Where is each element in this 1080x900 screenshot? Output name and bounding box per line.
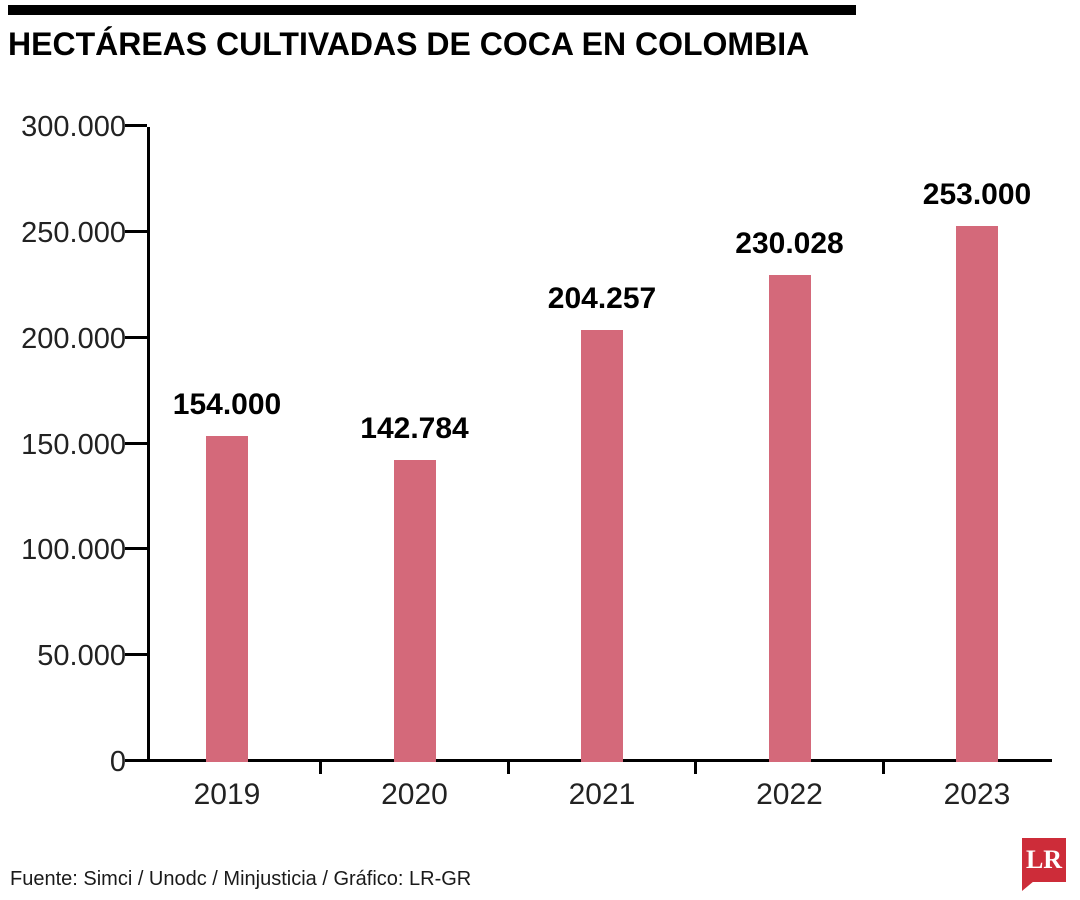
y-tick-mark xyxy=(125,229,147,233)
y-tick-mark xyxy=(125,441,147,445)
bar-2021 xyxy=(581,330,623,762)
y-tick-label: 200.000 xyxy=(21,322,126,355)
y-tick-mark xyxy=(125,759,147,762)
y-tick-label: 100.000 xyxy=(21,534,126,567)
x-tick-mark xyxy=(319,762,323,774)
y-tick-label: 250.000 xyxy=(21,216,126,249)
bar-value-label: 154.000 xyxy=(172,388,282,421)
bar-value-label: 142.784 xyxy=(360,412,469,445)
y-tick-mark xyxy=(125,335,147,339)
bar-2022 xyxy=(768,275,811,762)
bar-2019 xyxy=(206,436,248,762)
y-tick-label: 150.000 xyxy=(21,428,126,461)
y-tick-label: 300.000 xyxy=(21,111,126,143)
x-tick-label: 2019 xyxy=(193,778,261,811)
x-tick-label: 2022 xyxy=(756,778,823,811)
x-tick-mark xyxy=(881,762,885,774)
x-tick-mark xyxy=(694,762,698,774)
top-rule xyxy=(8,5,856,15)
x-tick-label: 2023 xyxy=(943,778,1011,811)
y-axis-line xyxy=(147,127,150,762)
bar-value-label: 230.028 xyxy=(735,227,844,260)
chart-title: HECTÁREAS CULTIVADAS DE COCA EN COLOMBIA xyxy=(8,26,810,62)
x-tick-label: 2020 xyxy=(381,778,448,811)
y-tick-label: 0 xyxy=(109,746,126,778)
y-tick-label: 50.000 xyxy=(37,640,126,673)
bar-2023 xyxy=(956,226,998,762)
lr-logo-tail xyxy=(1022,881,1034,891)
y-tick-mark xyxy=(125,653,147,657)
x-tick-mark xyxy=(506,762,510,774)
source-text: Fuente: Simci / Unodc / Minjusticia / Gr… xyxy=(10,868,472,890)
y-tick-mark xyxy=(125,124,147,127)
lr-logo-text: LR xyxy=(1025,845,1063,874)
x-tick-label: 2021 xyxy=(568,778,636,811)
y-tick-mark xyxy=(125,547,147,551)
bar-value-label: 204.257 xyxy=(547,282,657,315)
bar-2020 xyxy=(393,460,436,762)
lr-logo: LR xyxy=(1022,838,1066,891)
bar-value-label: 253.000 xyxy=(922,178,1032,211)
